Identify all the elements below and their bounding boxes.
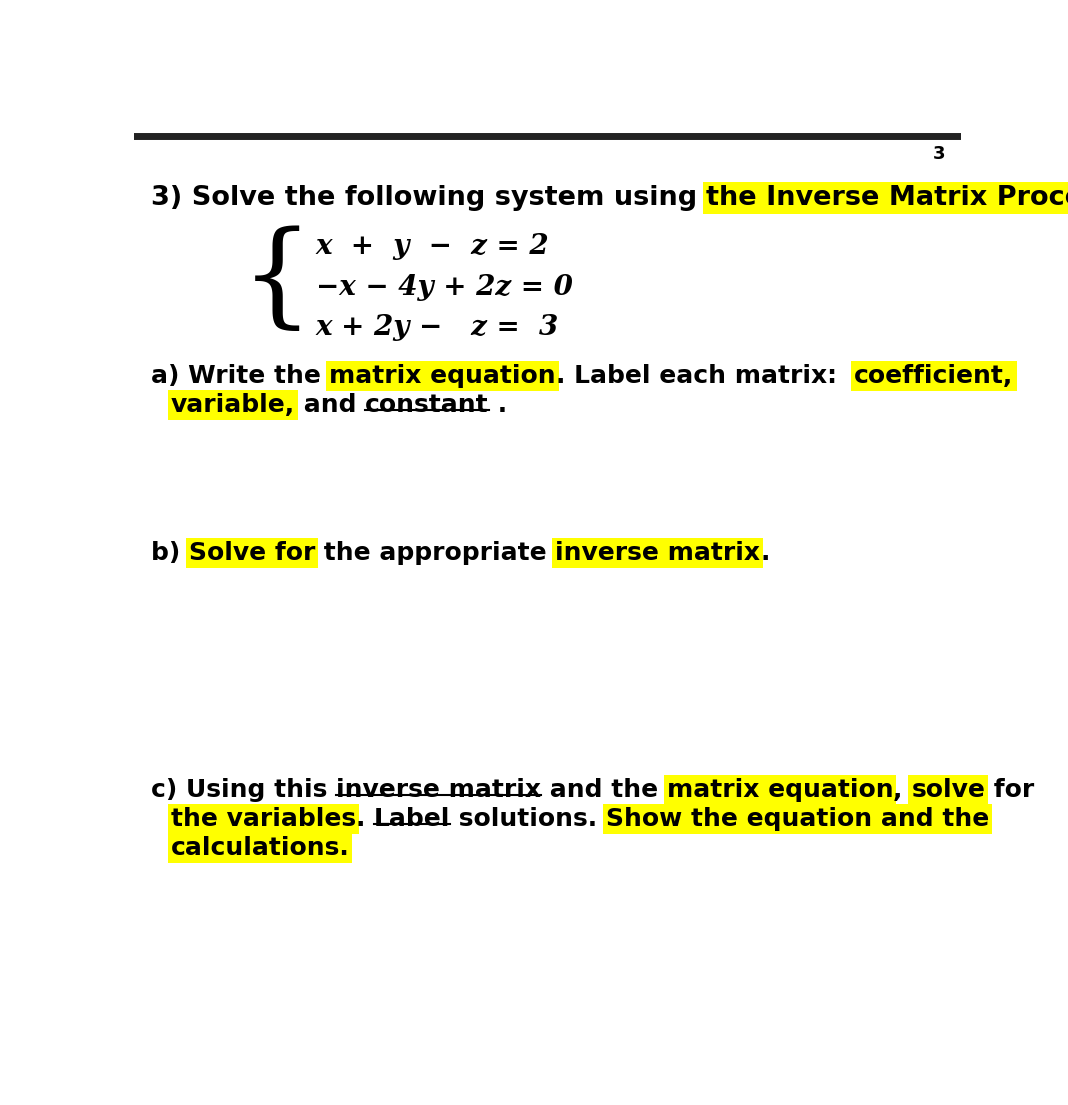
Text: variable,: variable, xyxy=(171,393,295,417)
Text: inverse matrix: inverse matrix xyxy=(335,778,540,802)
Text: the appropriate: the appropriate xyxy=(315,540,555,565)
Text: a) Write the: a) Write the xyxy=(151,364,329,388)
Text: inverse matrix: inverse matrix xyxy=(555,540,760,565)
Text: the Inverse Matrix Process.: the Inverse Matrix Process. xyxy=(706,185,1068,211)
Text: coefficient,: coefficient, xyxy=(854,364,1014,388)
Text: 3: 3 xyxy=(933,145,946,164)
Text: and: and xyxy=(295,393,365,417)
Text: −x − 4y + 2z = 0: −x − 4y + 2z = 0 xyxy=(316,274,572,301)
Text: matrix equation: matrix equation xyxy=(329,364,555,388)
Text: .: . xyxy=(489,393,507,417)
Text: solve: solve xyxy=(911,778,985,802)
Text: matrix equation: matrix equation xyxy=(666,778,893,802)
Text: 3) Solve the following system using: 3) Solve the following system using xyxy=(151,185,706,211)
Text: Label: Label xyxy=(374,807,451,831)
Text: . Label each matrix:: . Label each matrix: xyxy=(555,364,854,388)
Text: {: { xyxy=(240,225,313,336)
Text: calculations.: calculations. xyxy=(171,836,349,861)
Text: for: for xyxy=(985,778,1035,802)
Text: solutions.: solutions. xyxy=(451,807,607,831)
Text: ,: , xyxy=(893,778,911,802)
Text: x  +  y  −  z = 2: x + y − z = 2 xyxy=(316,233,549,260)
Text: constant: constant xyxy=(365,393,489,417)
Text: and the: and the xyxy=(540,778,666,802)
Text: .: . xyxy=(760,540,770,565)
Text: .: . xyxy=(356,807,374,831)
Text: Solve for: Solve for xyxy=(189,540,315,565)
Text: Show the equation and the: Show the equation and the xyxy=(607,807,989,831)
Text: b): b) xyxy=(151,540,189,565)
Text: the variables: the variables xyxy=(171,807,356,831)
Text: c) Using this: c) Using this xyxy=(151,778,335,802)
Text: x + 2y −   z =  3: x + 2y − z = 3 xyxy=(316,314,559,341)
